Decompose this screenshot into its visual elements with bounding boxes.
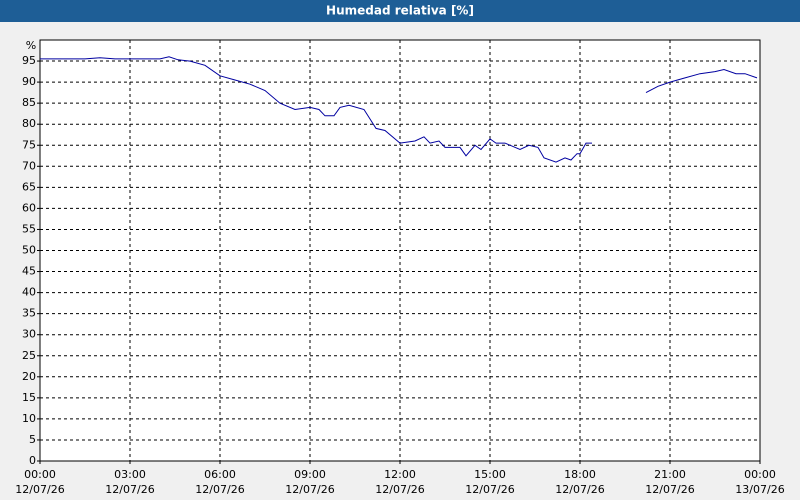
x-tick-label: 00:00: [24, 468, 56, 481]
y-tick-label: 70: [22, 159, 36, 172]
x-tick-date: 13/07/26: [735, 483, 784, 496]
y-tick-label: 85: [22, 96, 36, 109]
x-tick-label: 21:00: [654, 468, 686, 481]
y-tick-label: 65: [22, 180, 36, 193]
y-tick-label: 35: [22, 307, 36, 320]
y-tick-label: 20: [22, 370, 36, 383]
y-tick-label: 45: [22, 265, 36, 278]
x-tick-date: 12/07/26: [555, 483, 604, 496]
y-tick-label: 60: [22, 201, 36, 214]
y-tick-label: 50: [22, 244, 36, 257]
x-tick-label: 09:00: [294, 468, 326, 481]
x-tick-date: 12/07/26: [15, 483, 64, 496]
line-series: [645, 68, 758, 94]
y-tick-label: 10: [22, 412, 36, 425]
line-series: [40, 56, 592, 163]
y-axis-label: %: [26, 39, 36, 52]
x-tick-date: 12/07/26: [105, 483, 154, 496]
chart-title: Humedad relativa [%]: [326, 4, 474, 18]
y-tick-label: 40: [22, 286, 36, 299]
x-tick-label: 15:00: [474, 468, 506, 481]
x-tick-label: 06:00: [204, 468, 236, 481]
y-tick-label: 90: [22, 75, 36, 88]
y-tick-label: 0: [29, 454, 36, 467]
x-tick-label: 12:00: [384, 468, 416, 481]
x-tick-label: 00:00: [744, 468, 776, 481]
y-tick-label: 80: [22, 117, 36, 130]
x-tick-label: 03:00: [114, 468, 146, 481]
y-tick-label: 95: [22, 54, 36, 67]
y-tick-label: 15: [22, 391, 36, 404]
x-tick-date: 12/07/26: [375, 483, 424, 496]
x-tick-date: 12/07/26: [195, 483, 244, 496]
y-tick-label: 25: [22, 349, 36, 362]
y-tick-label: 75: [22, 138, 36, 151]
x-tick-date: 12/07/26: [285, 483, 334, 496]
y-tick-label: 30: [22, 328, 36, 341]
y-tick-label: 5: [29, 433, 36, 446]
title-bar: [0, 0, 800, 22]
x-tick-date: 12/07/26: [465, 483, 514, 496]
x-tick-label: 18:00: [564, 468, 596, 481]
x-tick-date: 12/07/26: [645, 483, 694, 496]
y-tick-label: 55: [22, 222, 36, 235]
